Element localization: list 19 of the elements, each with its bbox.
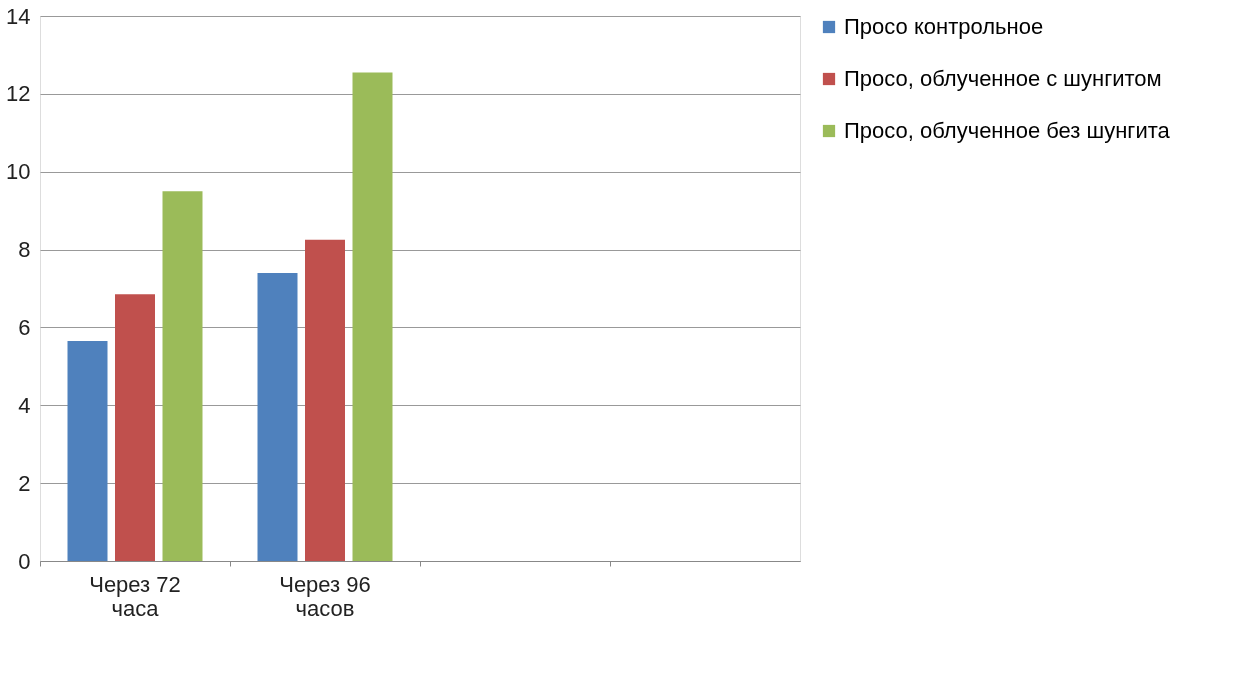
y-tick-label: 4	[18, 392, 31, 418]
bar	[67, 341, 108, 561]
y-tick-label: 10	[6, 159, 31, 185]
x-tick-label: Через 96 часов	[279, 571, 371, 621]
bar	[115, 294, 155, 561]
y-tick-label: 12	[6, 81, 31, 107]
bar	[305, 239, 345, 561]
y-tick-label: 0	[18, 548, 31, 574]
legend-label: Просо, облученное с шунгитом	[844, 66, 1162, 91]
y-tick-label: 14	[6, 3, 31, 29]
y-tick-label: 2	[18, 470, 31, 496]
y-tick-label: 6	[18, 314, 31, 340]
legend-label: Просо, облученное без шунгита	[844, 118, 1171, 143]
bar	[257, 272, 298, 561]
bar	[352, 72, 393, 561]
y-tick-label: 8	[18, 237, 31, 263]
legend-label: Просо контрольное	[844, 14, 1044, 39]
bar	[162, 191, 203, 561]
x-tick-label: Через 72 часа	[89, 571, 181, 621]
